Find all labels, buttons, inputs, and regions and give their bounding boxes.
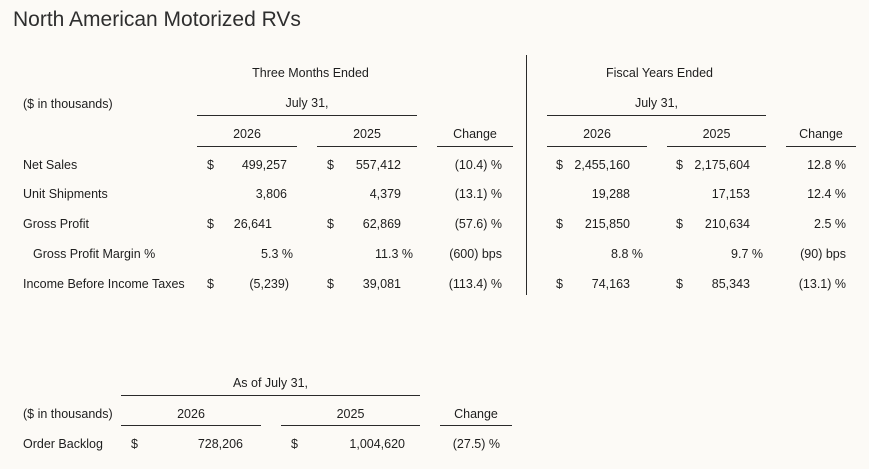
dollar-sign: $ bbox=[207, 158, 214, 172]
column-rule bbox=[547, 146, 647, 147]
col-header-2025: 2025 bbox=[336, 407, 365, 421]
value-2025-fy: 2,175,604 bbox=[694, 158, 750, 172]
change-fy: 2.5 % bbox=[814, 217, 846, 231]
row-label: Net Sales bbox=[23, 158, 78, 172]
value-2026-fy: 19,288 bbox=[591, 187, 630, 201]
value-2025-fy: 210,634 bbox=[704, 217, 750, 231]
value-2026-fy: 215,850 bbox=[584, 217, 630, 231]
dollar-sign: $ bbox=[207, 217, 214, 231]
value-2026-q: 26,641 bbox=[233, 217, 272, 231]
three-months-header: Three Months Ended bbox=[252, 66, 369, 80]
dollar-sign: $ bbox=[676, 277, 683, 291]
dollar-sign: $ bbox=[291, 437, 298, 451]
dollar-sign: $ bbox=[207, 277, 214, 291]
value-2026-q: 499,257 bbox=[241, 158, 287, 172]
dollar-sign: $ bbox=[327, 277, 334, 291]
value-2025-q: 62,869 bbox=[362, 217, 401, 231]
row-label: Order Backlog bbox=[23, 437, 103, 451]
change-q: (600) bps bbox=[449, 247, 502, 261]
column-divider bbox=[526, 55, 527, 295]
change-fy: (13.1) % bbox=[798, 277, 846, 291]
change-q: (10.4) % bbox=[454, 158, 502, 172]
col-header-change: Change bbox=[799, 127, 843, 141]
column-rule bbox=[437, 146, 513, 147]
col-header-2025: 2025 bbox=[702, 127, 731, 141]
col-header-2026: 2026 bbox=[177, 407, 205, 421]
dollar-sign: $ bbox=[556, 158, 563, 172]
col-header-2025: 2025 bbox=[353, 127, 381, 141]
value-2026: 728,206 bbox=[197, 437, 243, 451]
row-label: Gross Profit Margin % bbox=[33, 247, 156, 261]
dollar-sign: $ bbox=[131, 437, 138, 451]
row-label: Gross Profit bbox=[23, 217, 89, 231]
change-q: (57.6) % bbox=[454, 217, 502, 231]
value-2026-fy: 2,455,160 bbox=[574, 158, 630, 172]
value-2025-q: 4,379 bbox=[369, 187, 401, 201]
column-rule bbox=[440, 425, 512, 426]
change-fy: 12.4 % bbox=[807, 187, 846, 201]
header-rule bbox=[547, 115, 766, 116]
row-label: Unit Shipments bbox=[23, 187, 108, 201]
col-header-change: Change bbox=[454, 407, 498, 421]
row-label: Income Before Income Taxes bbox=[23, 277, 185, 291]
as-of-header: As of July 31, bbox=[232, 376, 309, 390]
value-2025: 1,004,620 bbox=[349, 437, 405, 451]
change-q: (113.4) % bbox=[448, 277, 502, 291]
value-2025-q: 557,412 bbox=[355, 158, 401, 172]
units-label: ($ in thousands) bbox=[23, 97, 113, 111]
dollar-sign: $ bbox=[327, 217, 334, 231]
dollar-sign: $ bbox=[556, 277, 563, 291]
column-rule bbox=[786, 146, 856, 147]
col-header-2026: 2026 bbox=[233, 127, 261, 141]
page-title: North American Motorized RVs bbox=[13, 8, 301, 31]
value-2025-q: 39,081 bbox=[362, 277, 401, 291]
dollar-sign: $ bbox=[327, 158, 334, 172]
dollar-sign: $ bbox=[676, 158, 683, 172]
dollar-sign: $ bbox=[556, 217, 563, 231]
col-header-2026: 2026 bbox=[583, 127, 611, 141]
change: (27.5) % bbox=[452, 437, 500, 451]
value-2026-q: (5,239) bbox=[249, 277, 289, 291]
date-label-fiscal-years: July 31, bbox=[634, 96, 679, 110]
change-fy: 12.8 % bbox=[807, 158, 846, 172]
value-2026-fy: 8.8 % bbox=[611, 247, 643, 261]
value-2025-fy: 9.7 % bbox=[731, 247, 763, 261]
value-2026-q: 3,806 bbox=[255, 187, 287, 201]
column-rule bbox=[197, 146, 297, 147]
units-label: ($ in thousands) bbox=[23, 407, 113, 421]
column-rule bbox=[281, 425, 420, 426]
value-2026-q: 5.3 % bbox=[261, 247, 293, 261]
value-2025-fy: 85,343 bbox=[711, 277, 750, 291]
date-label-three-months: July 31, bbox=[285, 96, 329, 110]
column-rule bbox=[667, 146, 766, 147]
fiscal-years-header: Fiscal Years Ended bbox=[605, 66, 713, 80]
dollar-sign: $ bbox=[676, 217, 683, 231]
header-rule bbox=[121, 395, 420, 396]
column-rule bbox=[317, 146, 417, 147]
col-header-change: Change bbox=[453, 127, 497, 141]
value-2025-q: 11.3 % bbox=[375, 247, 413, 261]
change-fy: (90) bps bbox=[800, 247, 846, 261]
change-q: (13.1) % bbox=[454, 187, 502, 201]
header-rule bbox=[197, 115, 417, 116]
column-rule bbox=[121, 425, 261, 426]
value-2025-fy: 17,153 bbox=[711, 187, 750, 201]
value-2026-fy: 74,163 bbox=[591, 277, 630, 291]
